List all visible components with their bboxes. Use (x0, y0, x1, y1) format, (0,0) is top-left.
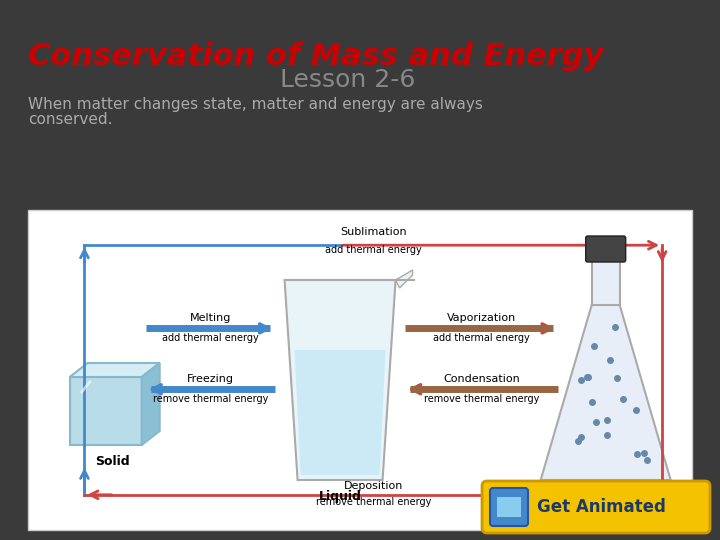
Text: add thermal energy: add thermal energy (433, 333, 530, 343)
FancyBboxPatch shape (592, 260, 620, 305)
Text: Deposition: Deposition (343, 481, 403, 491)
Polygon shape (70, 363, 160, 377)
Polygon shape (142, 363, 160, 445)
Text: Lesson 2-6: Lesson 2-6 (280, 68, 415, 92)
Polygon shape (541, 305, 671, 480)
Text: Conservation of Mass and Energy: Conservation of Mass and Energy (28, 42, 603, 71)
FancyBboxPatch shape (28, 210, 692, 530)
Text: Melting: Melting (189, 313, 231, 323)
Polygon shape (294, 350, 386, 475)
Text: add thermal energy: add thermal energy (325, 245, 422, 255)
Text: remove thermal energy: remove thermal energy (315, 497, 431, 507)
Text: Condensation: Condensation (443, 374, 520, 384)
Text: conserved.: conserved. (28, 112, 112, 127)
Text: add thermal energy: add thermal energy (162, 333, 258, 343)
Text: When matter changes state, matter and energy are always: When matter changes state, matter and en… (28, 97, 483, 112)
Text: Liquid: Liquid (319, 490, 361, 503)
Text: Gas: Gas (593, 490, 618, 503)
FancyBboxPatch shape (490, 488, 528, 526)
Polygon shape (284, 280, 395, 480)
FancyBboxPatch shape (482, 481, 710, 533)
Text: Get Animated: Get Animated (537, 498, 666, 516)
Text: Solid: Solid (95, 455, 130, 468)
FancyBboxPatch shape (497, 497, 521, 517)
FancyBboxPatch shape (585, 236, 626, 262)
Text: Sublimation: Sublimation (340, 227, 407, 237)
Polygon shape (395, 270, 413, 288)
Text: Vaporization: Vaporization (446, 313, 516, 323)
FancyBboxPatch shape (70, 377, 142, 445)
Text: Freezing: Freezing (187, 374, 234, 384)
Text: remove thermal energy: remove thermal energy (423, 394, 539, 404)
Text: remove thermal energy: remove thermal energy (153, 394, 268, 404)
